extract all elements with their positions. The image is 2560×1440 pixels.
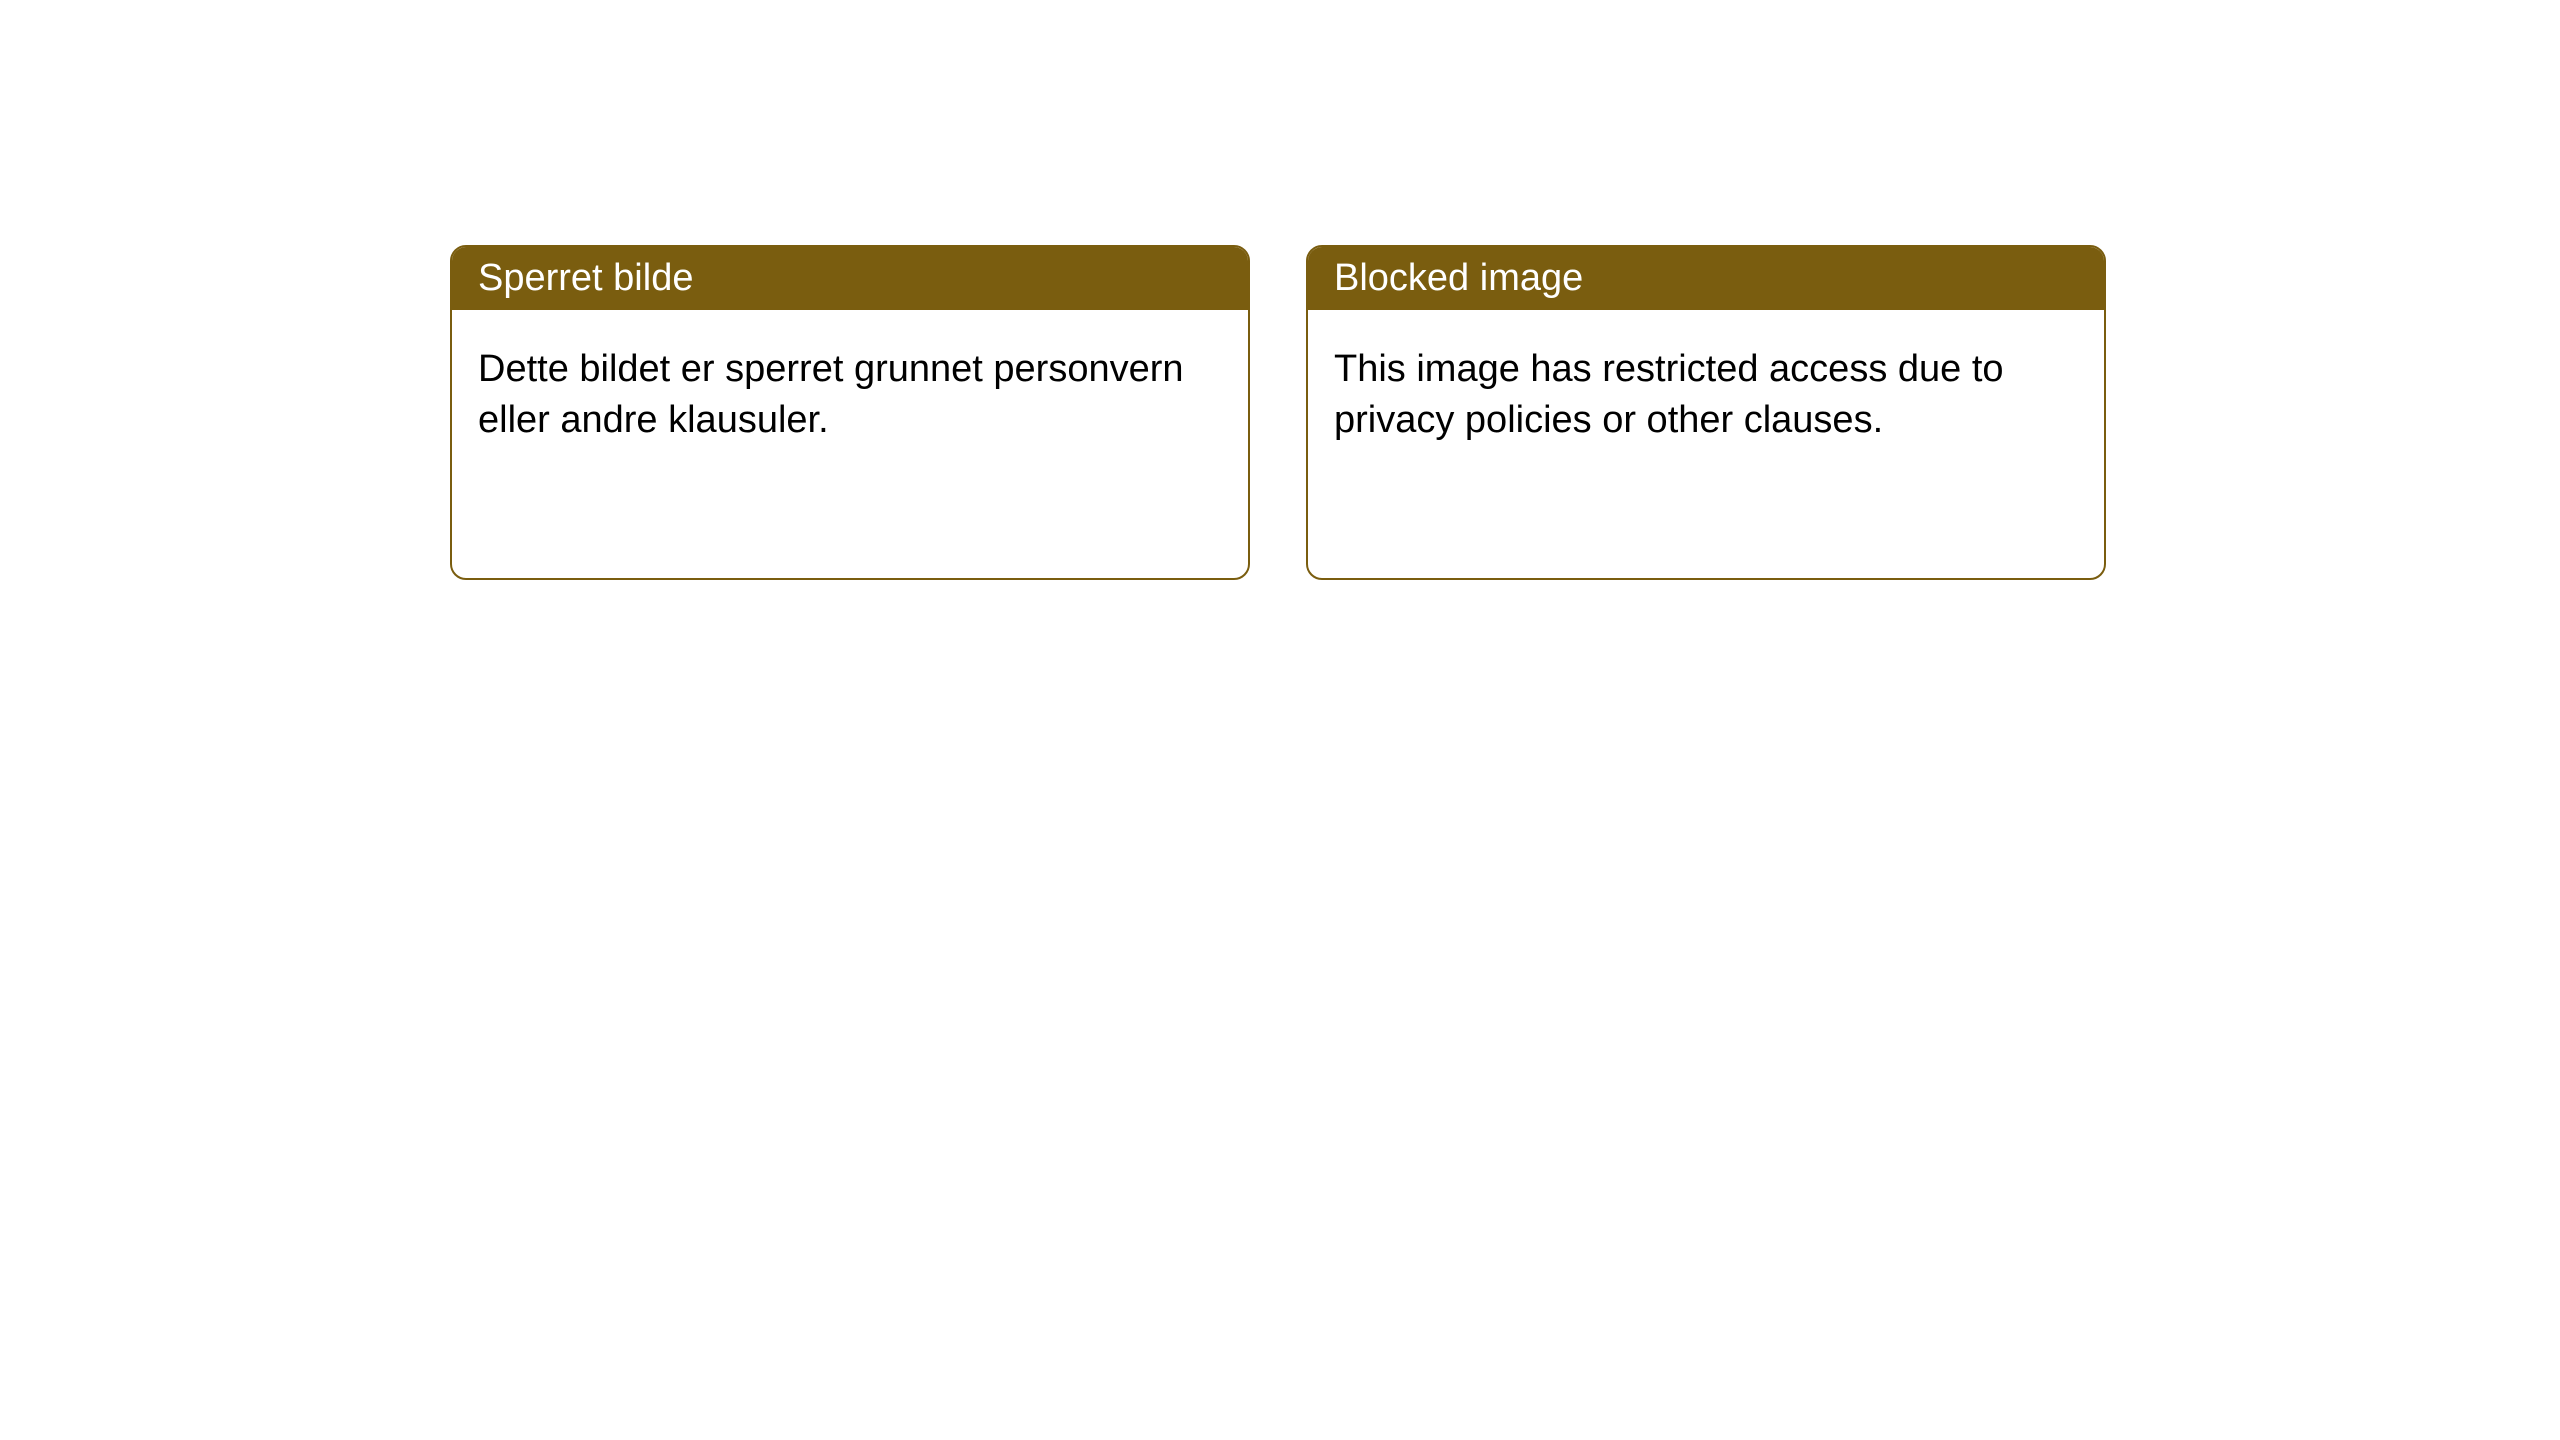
blocked-image-card-en: Blocked image This image has restricted …: [1306, 245, 2106, 580]
notice-container: Sperret bilde Dette bildet er sperret gr…: [0, 0, 2560, 580]
card-body: Dette bildet er sperret grunnet personve…: [452, 310, 1248, 481]
card-title: Blocked image: [1334, 257, 1583, 299]
card-message: This image has restricted access due to …: [1334, 348, 2004, 441]
card-header: Sperret bilde: [452, 247, 1248, 310]
card-header: Blocked image: [1308, 247, 2104, 310]
blocked-image-card-no: Sperret bilde Dette bildet er sperret gr…: [450, 245, 1250, 580]
card-title: Sperret bilde: [478, 257, 693, 299]
card-message: Dette bildet er sperret grunnet personve…: [478, 348, 1184, 441]
card-body: This image has restricted access due to …: [1308, 310, 2104, 481]
